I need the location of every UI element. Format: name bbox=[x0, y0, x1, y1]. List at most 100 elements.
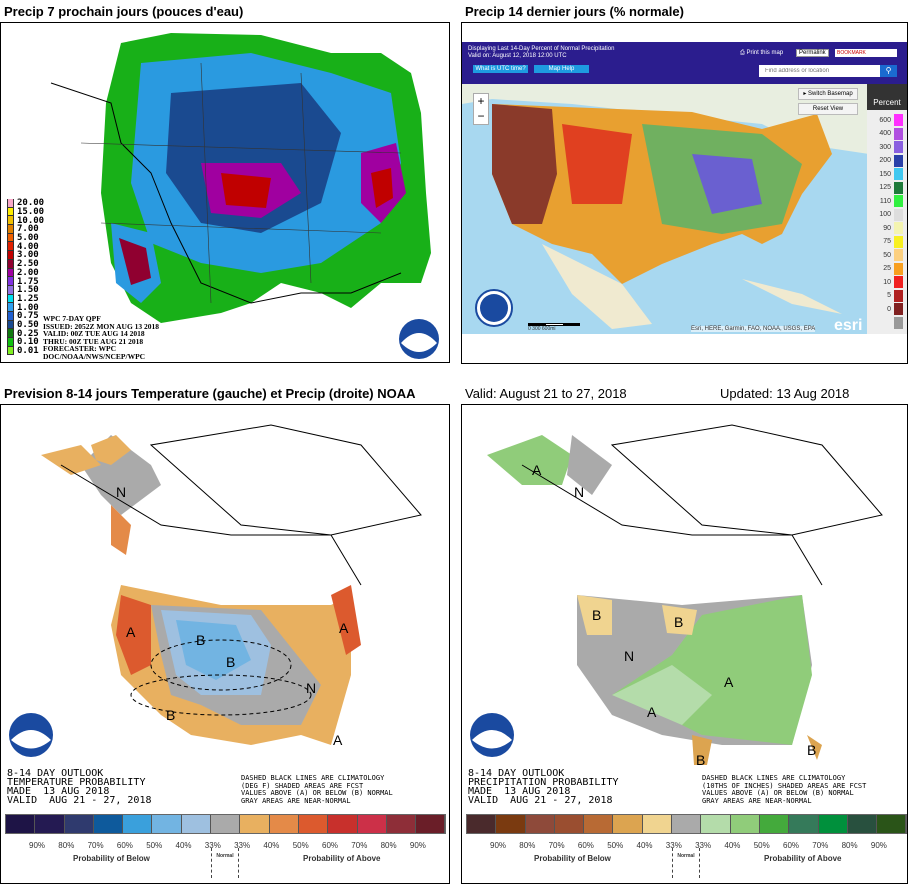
qpf-legend-swatch bbox=[7, 207, 14, 217]
color-bar-segment bbox=[613, 815, 643, 833]
zoom-controls: + − bbox=[473, 93, 489, 125]
qpf-legend-item: 0.01 bbox=[7, 347, 44, 356]
percent-legend-label: 125 bbox=[879, 184, 891, 191]
precip7-title: Precip 7 prochain jours (pouces d'eau) bbox=[4, 4, 244, 19]
map-attribution: Esri, HERE, Garmin, FAO, NOAA, USGS, EPA bbox=[691, 326, 816, 332]
color-bar-segment bbox=[525, 815, 555, 833]
color-bar-segment bbox=[789, 815, 819, 833]
qpf-legend-item: 0.50 bbox=[7, 320, 44, 329]
qpf-legend-label: 3.00 bbox=[17, 250, 39, 261]
bookmark-button[interactable]: BOOKMARK bbox=[835, 49, 897, 57]
percent-legend-swatch bbox=[894, 276, 903, 288]
print-label: Print this map bbox=[746, 50, 784, 56]
precip14-title: Precip 14 dernier jours (% normale) bbox=[465, 4, 684, 19]
normal-label: Normal bbox=[672, 848, 700, 878]
temp-outlook-map: N A B B B N A A bbox=[9, 424, 422, 757]
qpf-legend-swatch bbox=[7, 216, 14, 226]
pnp-map bbox=[462, 84, 869, 334]
qpf-legend-item: 10.00 bbox=[7, 216, 44, 225]
temp-color-bar bbox=[5, 814, 447, 834]
map-label: N bbox=[306, 680, 316, 696]
color-bar-segment bbox=[584, 815, 614, 833]
qpf-legend-label: 10.00 bbox=[17, 215, 45, 226]
switch-basemap-button[interactable]: ▸ Switch Basemap bbox=[798, 88, 858, 100]
percent-legend-item: 300 bbox=[869, 141, 903, 153]
precip-note: DASHED BLACK LINES ARE CLIMATOLOGY (10TH… bbox=[702, 774, 867, 805]
color-bar-segment bbox=[877, 815, 907, 833]
percent-legend-label: 5 bbox=[887, 292, 891, 299]
precip-color-bar bbox=[466, 814, 907, 834]
qpf-legend-swatch bbox=[7, 225, 14, 234]
probability-label: 60% bbox=[322, 841, 339, 850]
color-bar-segment bbox=[298, 815, 329, 833]
percent-legend-swatch bbox=[894, 168, 903, 180]
scale-0: 0 bbox=[528, 326, 531, 332]
above-label: Probability of Above bbox=[303, 854, 381, 863]
qpf-legend-swatch bbox=[7, 338, 14, 347]
pnp-header: Displaying Last 14-Day Percent of Normal… bbox=[462, 42, 907, 84]
qpf-legend-item: 3.00 bbox=[7, 251, 44, 260]
color-bar-segment bbox=[496, 815, 526, 833]
color-bar-segment bbox=[64, 815, 94, 833]
temp-outlook-text: 8-14 DAY OUTLOOK TEMPERATURE PROBABILITY… bbox=[7, 768, 152, 806]
utc-button[interactable]: What is UTC time? bbox=[473, 65, 528, 73]
percent-legend-item: 5 bbox=[869, 289, 903, 302]
percent-legend-label: 0 bbox=[887, 305, 891, 313]
printer-icon: ⎙ bbox=[740, 50, 747, 56]
probability-label: 70% bbox=[87, 841, 104, 850]
search-button[interactable]: ⚲ bbox=[880, 65, 897, 77]
permalink-button[interactable]: Permalink bbox=[796, 49, 829, 57]
pnp-header-line1: Displaying Last 14-Day Percent of Normal… bbox=[468, 46, 615, 52]
qpf-legend-label: 1.50 bbox=[17, 285, 39, 296]
color-bar-segment bbox=[328, 815, 358, 833]
color-bar-segment bbox=[759, 815, 790, 833]
map-label: B bbox=[226, 654, 235, 670]
precip-outlook-text: 8-14 DAY OUTLOOK PRECIPITATION PROBABILI… bbox=[468, 768, 619, 806]
temp-outlook-panel: N A B B B N A A 8-14 DAY OUTLOOK TEMPERA… bbox=[0, 404, 450, 884]
zoom-out-button[interactable]: − bbox=[477, 109, 485, 123]
probability-label: 80% bbox=[841, 841, 858, 850]
qpf-legend-item: 1.25 bbox=[7, 294, 44, 303]
percent-legend-item: 90 bbox=[869, 222, 903, 234]
percent-legend-swatch bbox=[894, 249, 903, 261]
valid-dates: Valid: August 21 to 27, 2018 bbox=[465, 386, 627, 401]
color-bar-segment bbox=[211, 815, 241, 833]
below-label: Probability of Below bbox=[534, 854, 611, 863]
probability-label: 50% bbox=[607, 841, 624, 850]
probability-label: 50% bbox=[146, 841, 163, 850]
print-map-link[interactable]: ⎙ Print this map bbox=[740, 50, 783, 57]
outlook-title: Prevision 8-14 jours Temperature (gauche… bbox=[4, 386, 416, 401]
qpf-legend-swatch bbox=[7, 242, 14, 252]
probability-label: 80% bbox=[380, 841, 397, 850]
map-help-button[interactable]: Map Help bbox=[534, 65, 589, 73]
qpf-info-line: THRU: 00Z TUE AUG 21 2018 bbox=[43, 336, 144, 346]
qpf-legend-swatch bbox=[7, 259, 14, 269]
percent-legend-swatch bbox=[894, 262, 903, 275]
updated-date: Updated: 13 Aug 2018 bbox=[720, 386, 850, 401]
precip-outlook-map: A N B B N A A B B bbox=[470, 424, 883, 765]
percent-legend-label: 100 bbox=[879, 211, 891, 218]
probability-label: 90% bbox=[490, 841, 507, 850]
map-label: A bbox=[724, 674, 734, 690]
percent-legend-label: 90 bbox=[883, 224, 891, 232]
qpf-info-line: WPC 7-DAY QPF bbox=[43, 314, 101, 323]
qpf-legend-label: 7.00 bbox=[17, 224, 39, 235]
probability-label: 60% bbox=[577, 841, 594, 850]
pnp-header-line2: Valid on: August 12, 2018 12:00 UTC bbox=[468, 53, 567, 59]
qpf-legend-label: 0.01 bbox=[17, 346, 39, 357]
color-bar-segment bbox=[642, 815, 673, 833]
zoom-in-button[interactable]: + bbox=[477, 94, 485, 108]
percent-legend-item: 25 bbox=[869, 262, 903, 275]
qpf-legend-label: 2.00 bbox=[17, 267, 39, 278]
color-bar-segment bbox=[6, 815, 36, 833]
probability-label: 80% bbox=[58, 841, 75, 850]
location-search-input[interactable] bbox=[759, 65, 880, 77]
percent-legend-item: 50 bbox=[869, 249, 903, 261]
reset-view-button[interactable]: Reset View bbox=[798, 103, 858, 115]
qpf-legend-swatch bbox=[7, 277, 14, 286]
percent-legend-label: 50 bbox=[883, 251, 891, 259]
probability-label: 70% bbox=[548, 841, 565, 850]
percent-legend-item: 100 bbox=[869, 208, 903, 221]
qpf-legend-item: 4.00 bbox=[7, 242, 44, 251]
color-bar-segment bbox=[554, 815, 585, 833]
